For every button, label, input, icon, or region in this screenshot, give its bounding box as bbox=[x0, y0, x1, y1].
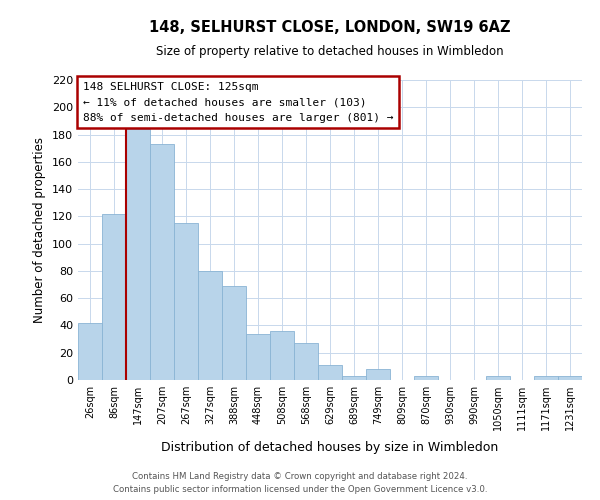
Bar bbox=[366, 369, 390, 380]
Bar bbox=[150, 144, 174, 380]
Bar bbox=[486, 376, 510, 380]
Text: Contains public sector information licensed under the Open Government Licence v3: Contains public sector information licen… bbox=[113, 485, 487, 494]
Bar bbox=[198, 271, 222, 380]
Bar bbox=[174, 223, 198, 380]
Bar bbox=[222, 286, 246, 380]
Text: 148 SELHURST CLOSE: 125sqm
← 11% of detached houses are smaller (103)
88% of sem: 148 SELHURST CLOSE: 125sqm ← 11% of deta… bbox=[83, 82, 394, 122]
Bar bbox=[414, 376, 438, 380]
Y-axis label: Number of detached properties: Number of detached properties bbox=[34, 137, 46, 323]
Bar bbox=[270, 331, 294, 380]
Bar bbox=[102, 214, 126, 380]
Bar bbox=[558, 376, 582, 380]
Text: Contains HM Land Registry data © Crown copyright and database right 2024.: Contains HM Land Registry data © Crown c… bbox=[132, 472, 468, 481]
Bar bbox=[78, 322, 102, 380]
Bar bbox=[534, 376, 558, 380]
Bar bbox=[246, 334, 270, 380]
Bar bbox=[318, 365, 342, 380]
Text: Size of property relative to detached houses in Wimbledon: Size of property relative to detached ho… bbox=[156, 45, 504, 58]
Bar bbox=[342, 376, 366, 380]
Bar bbox=[294, 343, 318, 380]
Bar bbox=[126, 129, 150, 380]
Text: 148, SELHURST CLOSE, LONDON, SW19 6AZ: 148, SELHURST CLOSE, LONDON, SW19 6AZ bbox=[149, 20, 511, 35]
X-axis label: Distribution of detached houses by size in Wimbledon: Distribution of detached houses by size … bbox=[161, 442, 499, 454]
